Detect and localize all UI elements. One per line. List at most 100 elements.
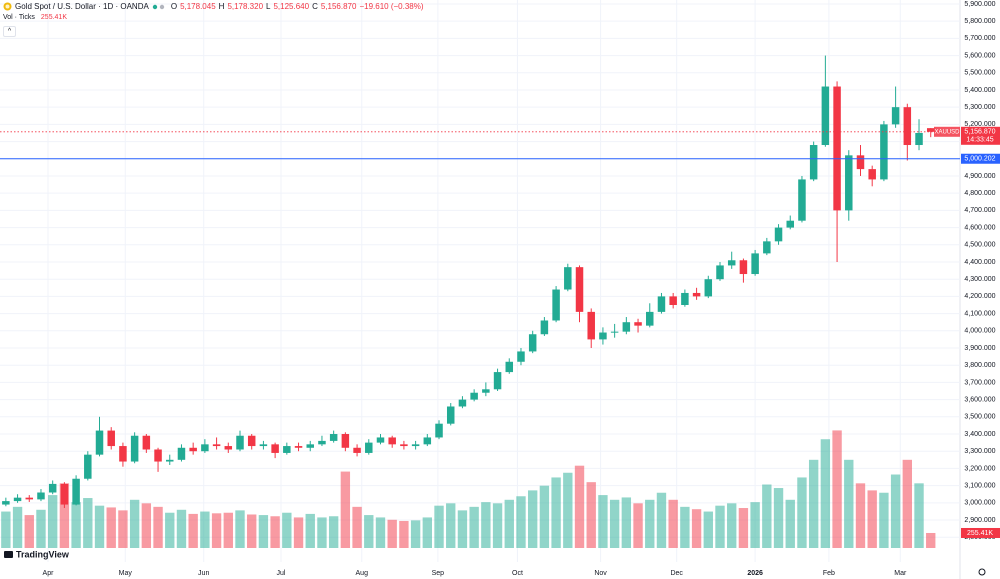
x-tick-label: Feb (823, 570, 835, 577)
y-tick-label: 2,900.000 (964, 517, 995, 524)
volume-bar (106, 507, 116, 548)
candle-body (575, 267, 584, 312)
open-value: 5,178.045 (180, 2, 216, 11)
close-value: 5,156.870 (320, 2, 357, 11)
y-tick-label: 5,900.000 (964, 1, 995, 8)
settings-icon[interactable] (978, 568, 986, 576)
volume-bar (434, 505, 444, 548)
volume-bar (71, 502, 81, 548)
candle-body (739, 260, 748, 275)
volume-bar (223, 512, 233, 548)
price-axis-bg (960, 0, 1000, 579)
candle-body (84, 454, 92, 479)
candle-body (926, 128, 935, 132)
x-tick-label: 2026 (747, 570, 763, 577)
candle-body (2, 501, 10, 505)
volume-bar (399, 520, 409, 548)
volume-bar (808, 459, 819, 548)
volume-bar (832, 430, 842, 548)
y-tick-label: 5,800.000 (964, 18, 995, 25)
candle-body (915, 132, 923, 146)
last-price-label: 5,156.870 (964, 129, 995, 136)
candle-body (716, 265, 724, 280)
candle-body (177, 447, 186, 460)
volume-tag-label: 255.41K (967, 530, 993, 537)
candle-body (482, 389, 490, 393)
volume-bar (539, 485, 550, 548)
candle-body (166, 459, 174, 462)
volume-bar (165, 512, 175, 548)
candle-body (388, 437, 396, 445)
volume-bar (645, 499, 655, 548)
volume-bar (83, 498, 93, 548)
candle-body (201, 444, 209, 452)
volume-last: 255.41K (40, 14, 67, 21)
candle-body (774, 227, 783, 242)
volume-bar (12, 506, 23, 548)
candle-body (423, 437, 432, 445)
branding: TradingView (4, 549, 70, 559)
volume-bar (703, 511, 713, 548)
volume-bar (1, 511, 11, 548)
symbol-tag (934, 126, 960, 137)
y-tick-label: 3,700.000 (964, 379, 995, 386)
symbol-title[interactable]: Gold Spot / U.S. Dollar · 1D · OANDA (15, 2, 149, 11)
volume-bar (738, 508, 749, 548)
candle-body (622, 322, 631, 332)
y-tick-label: 5,600.000 (964, 52, 995, 59)
volume-bar (305, 513, 315, 548)
volume-bar (141, 503, 152, 548)
volume-bar (24, 515, 34, 548)
volume-bar (902, 459, 912, 548)
volume-bar (176, 509, 187, 548)
y-tick-label: 3,100.000 (964, 482, 995, 489)
y-tick-label: 4,100.000 (964, 310, 995, 317)
volume-bar (422, 517, 432, 548)
volume-bar (633, 503, 643, 548)
y-tick-label: 3,800.000 (964, 362, 995, 369)
volume-bar (528, 490, 538, 548)
volume-bar (410, 520, 421, 548)
volume-bar (773, 488, 784, 548)
volume-bar (446, 503, 456, 548)
candle-body (704, 279, 713, 297)
volume-bar (598, 495, 608, 548)
y-tick-label: 5,300.000 (964, 104, 995, 111)
low-key: L (266, 2, 271, 11)
x-tick-label: Jun (198, 570, 209, 577)
candle-body (856, 155, 865, 170)
candle-body (763, 241, 771, 254)
candle-body (189, 447, 197, 452)
candle-body (212, 444, 221, 447)
volume-bar (352, 506, 362, 548)
candle-body (294, 446, 303, 448)
last-price-tag (961, 126, 1000, 145)
x-tick-label: Apr (43, 570, 55, 577)
volume-bar (247, 514, 257, 548)
branding-logo (4, 551, 13, 558)
candle-body (37, 492, 45, 500)
volume-bar (820, 439, 831, 548)
candle-body (341, 434, 350, 448)
y-tick-label: 4,500.000 (964, 242, 995, 249)
candle-body (236, 435, 244, 450)
volume-bar (750, 502, 760, 548)
change-value: −19.610 (−0.38%) (359, 2, 424, 11)
y-tick-label: 4,000.000 (964, 328, 995, 335)
volume-name[interactable]: Vol · Ticks (3, 14, 35, 21)
candle-body (493, 372, 502, 390)
candle-body (107, 430, 115, 447)
y-tick-label: 3,000.000 (964, 500, 995, 507)
volume-bar (586, 482, 596, 548)
y-tick-label: 5,500.000 (964, 70, 995, 77)
candle-body (845, 155, 853, 211)
volume-bar (668, 499, 678, 548)
collapse-button[interactable]: ^ (3, 26, 16, 37)
candle-body (13, 497, 22, 502)
volume-legend: Vol · Ticks 255.41K (3, 14, 67, 21)
y-tick-label: 3,900.000 (964, 345, 995, 352)
candle-body (48, 483, 57, 493)
candle-body (142, 435, 151, 450)
candle-body (130, 435, 139, 462)
volume-bar (762, 484, 772, 548)
